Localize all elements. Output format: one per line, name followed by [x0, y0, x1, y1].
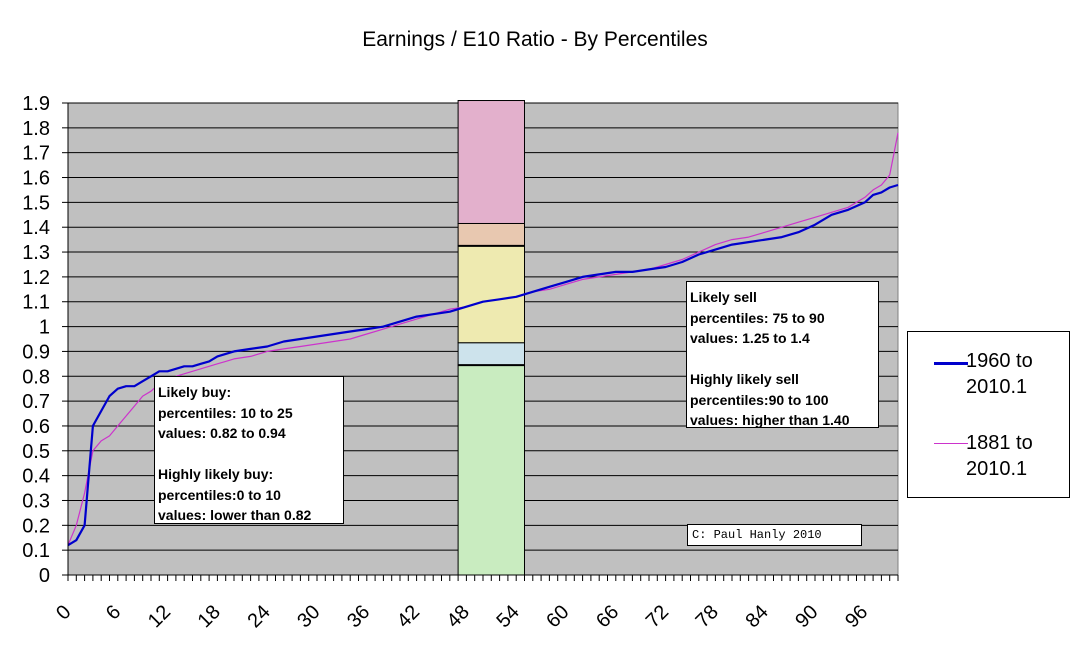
x-tick-label: 6: [102, 601, 125, 624]
x-tick-label: 66: [592, 601, 623, 632]
x-tick-label: 42: [393, 601, 424, 632]
buy-annotation: Likely buy: percentiles: 10 to 25 values…: [154, 376, 344, 524]
y-tick-label: 1.1: [22, 292, 50, 314]
y-tick-label: 1.3: [22, 242, 50, 264]
series-line-1881: [67, 132, 899, 546]
y-tick-label: 0.2: [22, 515, 50, 537]
x-tick-labels: 0 6 12 18 24 30 36 42 48 54 60 66 72 78 84 90 96: [52, 601, 872, 632]
y-tick-label: 0.3: [22, 490, 50, 512]
series-layer: [67, 132, 899, 547]
band-likely-buy: [457, 342, 526, 366]
x-tick-label: 84: [741, 601, 772, 632]
y-tick-label: 0.8: [22, 366, 50, 388]
series-line-1960: [67, 183, 899, 547]
band-neutral: [457, 245, 526, 344]
x-tick-label: 72: [642, 601, 673, 632]
credit-label: C: Paul Hanly 2010: [687, 524, 862, 546]
buy-annotation-line: percentiles:0 to 10: [158, 486, 281, 503]
sell-annotation-line: values: 1.25 to 1.4: [690, 330, 810, 346]
buy-annotation-line: percentiles: 10 to 25: [158, 404, 293, 421]
sell-annotation-line: Likely sell: [690, 289, 757, 305]
legend-swatch-1960: [934, 362, 968, 365]
legend-label-line: 1960 to: [966, 350, 1033, 372]
x-tick-label: 12: [144, 601, 175, 632]
legend-swatch-1881: [934, 443, 968, 444]
chart-title: Earnings / E10 Ratio - By Percentiles: [362, 28, 708, 51]
annotation-gap: [690, 349, 875, 370]
y-tick-label: 0: [39, 565, 50, 587]
sell-annotation-line: percentiles:90 to 100: [690, 391, 829, 408]
legend-entry-1881: 1881 to 2010.1: [908, 430, 1068, 486]
x-tick-label: 90: [791, 601, 822, 632]
y-tick-label: 1.6: [22, 168, 50, 190]
y-tick-label: 0.5: [22, 441, 50, 463]
x-tick-label: 78: [692, 601, 723, 632]
x-tick-label: 48: [443, 601, 474, 632]
y-tick-label: 0.6: [22, 416, 50, 438]
percentile-bands: [457, 100, 526, 576]
y-tick-label: 0.4: [22, 466, 50, 488]
axis-layer: [62, 102, 899, 581]
x-tick-label: 30: [293, 601, 324, 632]
legend-label-1881: 1881 to 2010.1: [966, 430, 1033, 482]
legend-label-line: 2010.1: [966, 376, 1028, 398]
buy-annotation-line: Likely buy:: [158, 384, 232, 400]
band-highly-likely-sell: [457, 100, 526, 224]
y-tick-label: 1: [39, 317, 50, 339]
y-tick-labels: 0 0.1 0.2 0.30.4 0.5 0.6 0.7 0.8 0.91 1.1 1.2 1.3 1.…: [22, 93, 50, 587]
x-tick-label: 36: [343, 601, 374, 632]
y-tick-label: 1.8: [22, 118, 50, 140]
buy-annotation-line: values: lower than 0.82: [158, 507, 312, 523]
y-tick-label: 1.4: [22, 217, 50, 239]
x-tick-label: 0: [52, 601, 75, 624]
x-tick-label: 18: [194, 601, 225, 632]
band-likely-sell: [457, 222, 526, 247]
y-tick-label: 1.5: [22, 192, 50, 214]
legend-label-line: 2010.1: [966, 458, 1028, 480]
legend-label-line: 1881 to: [966, 432, 1033, 454]
annotation-gap: [158, 444, 340, 465]
sell-annotation-line: values: higher than 1.40: [690, 412, 850, 428]
legend-label-1960: 1960 to 2010.1: [966, 348, 1033, 400]
sell-annotation: Likely sell percentiles: 75 to 90 values…: [686, 281, 879, 428]
buy-annotation-line: Highly likely buy:: [158, 466, 274, 482]
x-tick-label: 24: [243, 601, 274, 632]
y-tick-label: 0.7: [22, 391, 50, 413]
y-tick-label: 1.9: [22, 93, 50, 115]
x-tick-label: 54: [492, 601, 523, 632]
band-highly-likely-buy: [457, 364, 526, 576]
legend: 1960 to 2010.1 1881 to 2010.1: [907, 331, 1070, 498]
y-tick-label: 0.1: [22, 540, 50, 562]
y-tick-label: 0.9: [22, 341, 50, 363]
x-tick-label: 60: [542, 601, 573, 632]
y-tick-label: 1.2: [22, 267, 50, 289]
legend-entry-1960: 1960 to 2010.1: [908, 348, 1068, 404]
y-tick-label: 1.7: [22, 143, 50, 165]
buy-annotation-line: values: 0.82 to 0.94: [158, 425, 286, 441]
x-tick-label: 96: [841, 601, 872, 632]
sell-annotation-line: percentiles: 75 to 90: [690, 309, 825, 326]
sell-annotation-line: Highly likely sell: [690, 371, 799, 387]
